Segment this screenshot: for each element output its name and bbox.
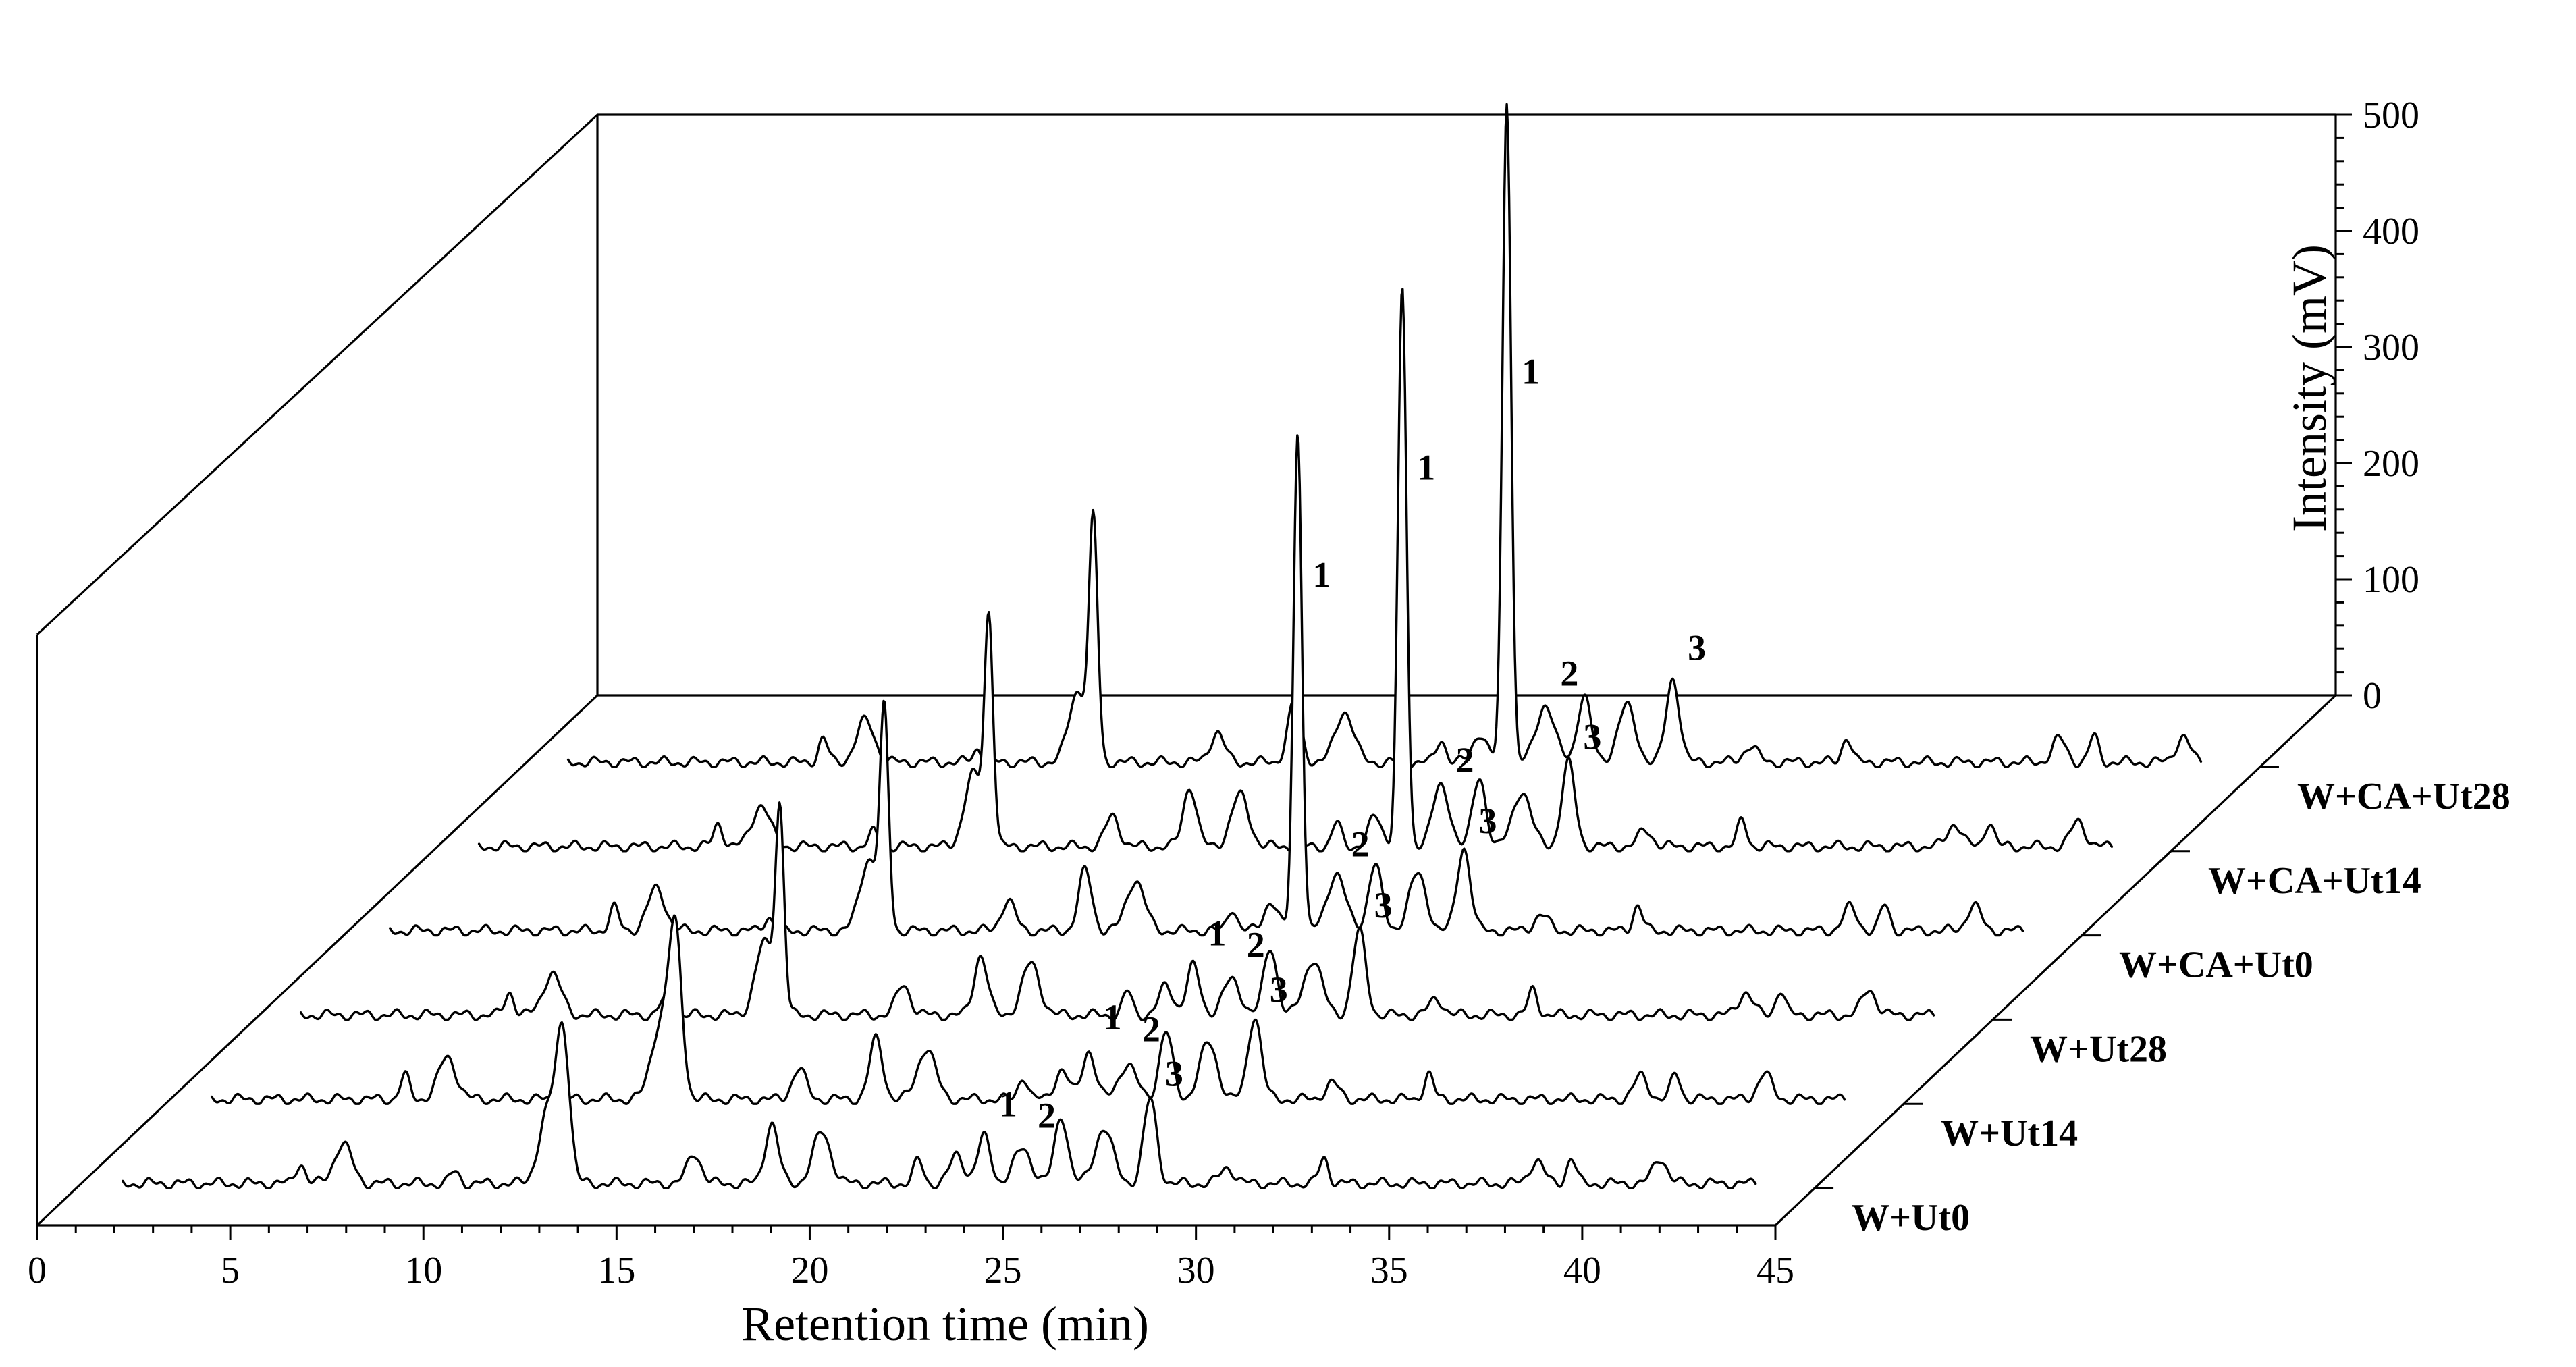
x-tick-label: 15 [597, 1250, 635, 1291]
intensity-axis: 0 100 200 300 400 500 [2336, 95, 2419, 717]
series-trace [122, 1021, 1757, 1189]
peak-label-1: 1 [1208, 913, 1227, 953]
top-left-edge [36, 113, 599, 636]
peak-label-1: 1 [1312, 555, 1331, 595]
series-trace [566, 103, 2203, 768]
x-tick-label: 30 [1177, 1250, 1215, 1291]
x-tick-label: 10 [404, 1250, 442, 1291]
peak-label-3: 3 [1688, 628, 1706, 668]
z-tick-label: 500 [2363, 95, 2419, 136]
peak-label-2: 2 [1038, 1096, 1056, 1136]
peak-label-3: 3 [1374, 885, 1393, 926]
z-tick-label: 200 [2363, 443, 2419, 485]
x-axis: 0 5 10 15 20 25 30 35 40 45 [28, 1225, 1794, 1291]
x-tick-label: 20 [790, 1250, 828, 1291]
z-tick-label: 300 [2363, 327, 2419, 369]
trace-mask [390, 435, 2024, 937]
series-traces [122, 103, 2203, 1190]
left-floor-edge [36, 694, 599, 1227]
x-tick-label: 40 [1563, 1250, 1601, 1291]
intensity-axis-title: Intensity (mV) [2282, 244, 2336, 532]
series-trace [211, 914, 1846, 1105]
peak-label-1: 1 [1104, 997, 1122, 1038]
series-trace [389, 434, 2024, 937]
series-trace [300, 801, 1935, 1021]
peak-label-1: 1 [999, 1083, 1017, 1124]
x-tick-label: 35 [1370, 1250, 1408, 1291]
peak-label-2: 2 [1560, 653, 1578, 694]
right-floor-edge [1774, 694, 2337, 1227]
trace-mask [122, 1022, 1757, 1190]
series-labels: W+Ut0 W+Ut14 W+Ut28 W+CA+Ut0 W+CA+Ut14 W+CA+U… [1815, 766, 2511, 1239]
peak-label-3: 3 [1270, 969, 1288, 1010]
x-tick-label: 25 [984, 1250, 1022, 1291]
series-label: W+Ut14 [1941, 1113, 2078, 1154]
peak-label-3: 3 [1165, 1054, 1183, 1094]
x-tick-label: 5 [221, 1250, 240, 1291]
peak-label-2: 2 [1247, 925, 1265, 965]
z-tick-label: 0 [2363, 675, 2382, 717]
series-label: W+CA+Ut28 [2297, 776, 2511, 817]
peak-label-2: 2 [1142, 1009, 1160, 1049]
x-axis-title: Retention time (min) [741, 1297, 1149, 1351]
peak-label-3: 3 [1478, 801, 1497, 841]
x-tick-label: 0 [28, 1250, 47, 1291]
peak-label-1: 1 [1417, 447, 1435, 487]
series-label: W+CA+Ut0 [2119, 944, 2313, 986]
series-label: W+Ut28 [2030, 1028, 2167, 1070]
x-tick-label: 45 [1756, 1250, 1794, 1291]
series-label: W+CA+Ut14 [2208, 860, 2421, 902]
peak-label-1: 1 [1522, 351, 1540, 392]
peak-label-2: 2 [1351, 824, 1370, 865]
trace-mask [568, 104, 2203, 768]
peak-label-3: 3 [1583, 716, 1601, 757]
chart-frame [36, 113, 2337, 1227]
z-tick-label: 100 [2363, 559, 2419, 601]
series-label: W+Ut0 [1852, 1197, 1970, 1239]
z-tick-label: 400 [2363, 211, 2419, 252]
peak-label-2: 2 [1455, 740, 1474, 780]
